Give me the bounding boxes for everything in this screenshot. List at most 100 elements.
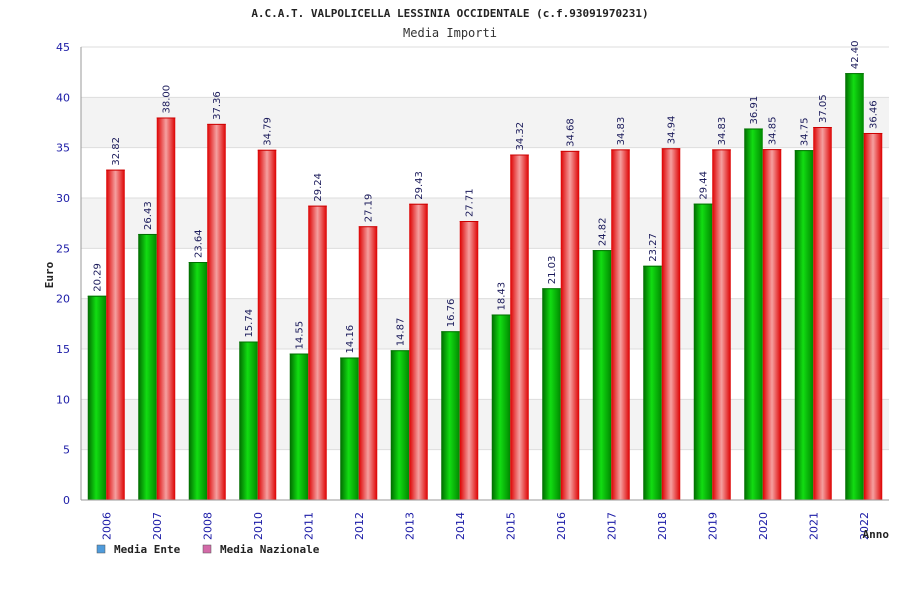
bar-media-nazionale <box>510 154 529 500</box>
legend-swatch-media-nazionale <box>202 544 212 554</box>
bar-media-nazionale <box>459 221 479 500</box>
legend-swatch-media-ente <box>96 544 106 554</box>
x-tick-label: 2021 <box>807 512 820 540</box>
x-tick-label: 2022 <box>858 512 871 540</box>
y-tick-label: 40 <box>56 91 70 104</box>
value-label: 26.43 <box>143 201 154 230</box>
value-label: 36.91 <box>749 96 760 125</box>
x-tick-labels: 2006 2007 2008 2010 2011 2012 2013 2014 2015 2016… <box>100 512 871 540</box>
chart-title: A.C.A.T. VALPOLICELLA LESSINIA OCCIDENTA… <box>251 7 648 20</box>
value-label: 34.68 <box>566 118 577 147</box>
value-label: 14.87 <box>396 318 407 347</box>
grid-band <box>81 47 889 98</box>
value-label: 14.16 <box>345 325 356 354</box>
legend-label-media-nazionale: Media Nazionale <box>220 543 320 556</box>
value-label: 32.82 <box>111 137 122 166</box>
x-tick-label: 2006 <box>100 512 113 540</box>
value-label: 34.83 <box>717 117 728 146</box>
x-tick-label: 2007 <box>151 512 164 540</box>
value-label: 34.75 <box>800 118 811 147</box>
x-tick-label: 2010 <box>252 512 265 540</box>
bar-media-nazionale <box>863 132 883 500</box>
x-tick-label: 2018 <box>656 512 669 540</box>
y-tick-label: 35 <box>56 142 70 155</box>
value-label: 36.46 <box>869 100 880 129</box>
value-label: 34.83 <box>616 117 627 146</box>
value-label: 23.27 <box>648 233 659 262</box>
value-label: 29.24 <box>313 173 324 202</box>
value-label: 34.32 <box>515 122 526 151</box>
y-tick-label: 25 <box>56 242 70 255</box>
y-tick-label: 45 <box>56 41 70 54</box>
bar-media-nazionale <box>308 205 327 500</box>
value-labels: 20.29 32.82 26.43 38.00 23.64 37.36 15.74 34.79… <box>93 41 880 354</box>
bar-media-ente <box>390 350 410 500</box>
x-tick-label: 2011 <box>302 512 315 540</box>
x-axis-label: Anno <box>863 528 890 541</box>
bar-media-ente <box>794 150 814 500</box>
bar-media-nazionale <box>207 123 226 500</box>
bar-media-ente <box>87 295 107 500</box>
bar-media-nazionale <box>661 148 681 500</box>
y-tick-label: 10 <box>56 393 70 406</box>
y-tick-label: 15 <box>56 343 70 356</box>
bar-media-nazionale <box>813 127 832 500</box>
x-tick-label: 2019 <box>706 512 719 540</box>
bar-media-nazionale <box>712 149 731 501</box>
chart-subtitle: Media Importi <box>403 26 497 40</box>
value-label: 42.40 <box>850 41 861 70</box>
y-tick-label: 20 <box>56 293 70 306</box>
bar-media-nazionale <box>611 149 630 501</box>
bar-media-ente <box>138 233 157 501</box>
value-label: 29.43 <box>414 171 425 200</box>
bar-media-nazionale <box>358 226 378 500</box>
value-label: 37.36 <box>212 91 223 120</box>
bar-media-ente <box>693 203 713 500</box>
bar-media-ente <box>340 357 359 500</box>
value-label: 14.55 <box>295 321 306 350</box>
bar-media-ente <box>239 341 258 500</box>
bar-media-ente <box>845 73 864 500</box>
y-tick-label: 0 <box>63 494 70 507</box>
y-tick-label: 30 <box>56 192 70 205</box>
legend-item-media-nazionale: Media Nazionale <box>202 543 320 556</box>
x-tick-label: 2008 <box>201 512 214 540</box>
bar-media-nazionale <box>762 149 782 500</box>
bar-media-ente <box>542 288 561 500</box>
value-label: 21.03 <box>547 256 558 285</box>
value-label: 20.29 <box>93 263 104 292</box>
value-label: 34.94 <box>667 116 678 145</box>
x-tick-label: 2017 <box>605 512 618 540</box>
bar-media-nazionale <box>106 169 125 500</box>
value-label: 27.71 <box>465 188 476 217</box>
x-tick-label: 2020 <box>757 512 770 540</box>
x-tick-label: 2013 <box>403 512 416 540</box>
y-tick-label: 5 <box>63 444 70 457</box>
bar-media-ente <box>491 314 511 500</box>
bar-media-ente <box>592 250 612 500</box>
x-tick-label: 2015 <box>504 512 517 540</box>
y-axis-label: Euro <box>43 261 56 288</box>
bar-media-ente <box>289 353 309 500</box>
legend-item-media-ente: Media Ente <box>96 543 181 556</box>
value-label: 27.19 <box>364 194 375 223</box>
x-tick-label: 2016 <box>555 512 568 540</box>
bar-media-nazionale <box>560 150 580 500</box>
value-label: 23.64 <box>194 229 205 258</box>
value-label: 24.82 <box>598 218 609 247</box>
value-label: 29.44 <box>699 171 710 200</box>
bar-media-nazionale <box>156 117 176 500</box>
value-label: 37.05 <box>818 94 829 123</box>
legend-label-media-ente: Media Ente <box>114 543 181 556</box>
value-label: 34.79 <box>263 117 274 146</box>
value-label: 18.43 <box>497 282 508 311</box>
y-tick-labels: 0 5 10 15 20 25 30 35 40 45 <box>56 41 70 507</box>
legend: Media Ente Media Nazionale <box>96 543 320 556</box>
value-label: 34.85 <box>768 117 779 146</box>
bar-media-ente <box>744 128 763 500</box>
bar-media-nazionale <box>257 149 277 500</box>
value-label: 16.76 <box>446 299 457 328</box>
bar-media-nazionale <box>409 203 428 500</box>
x-tick-label: 2012 <box>353 512 366 540</box>
